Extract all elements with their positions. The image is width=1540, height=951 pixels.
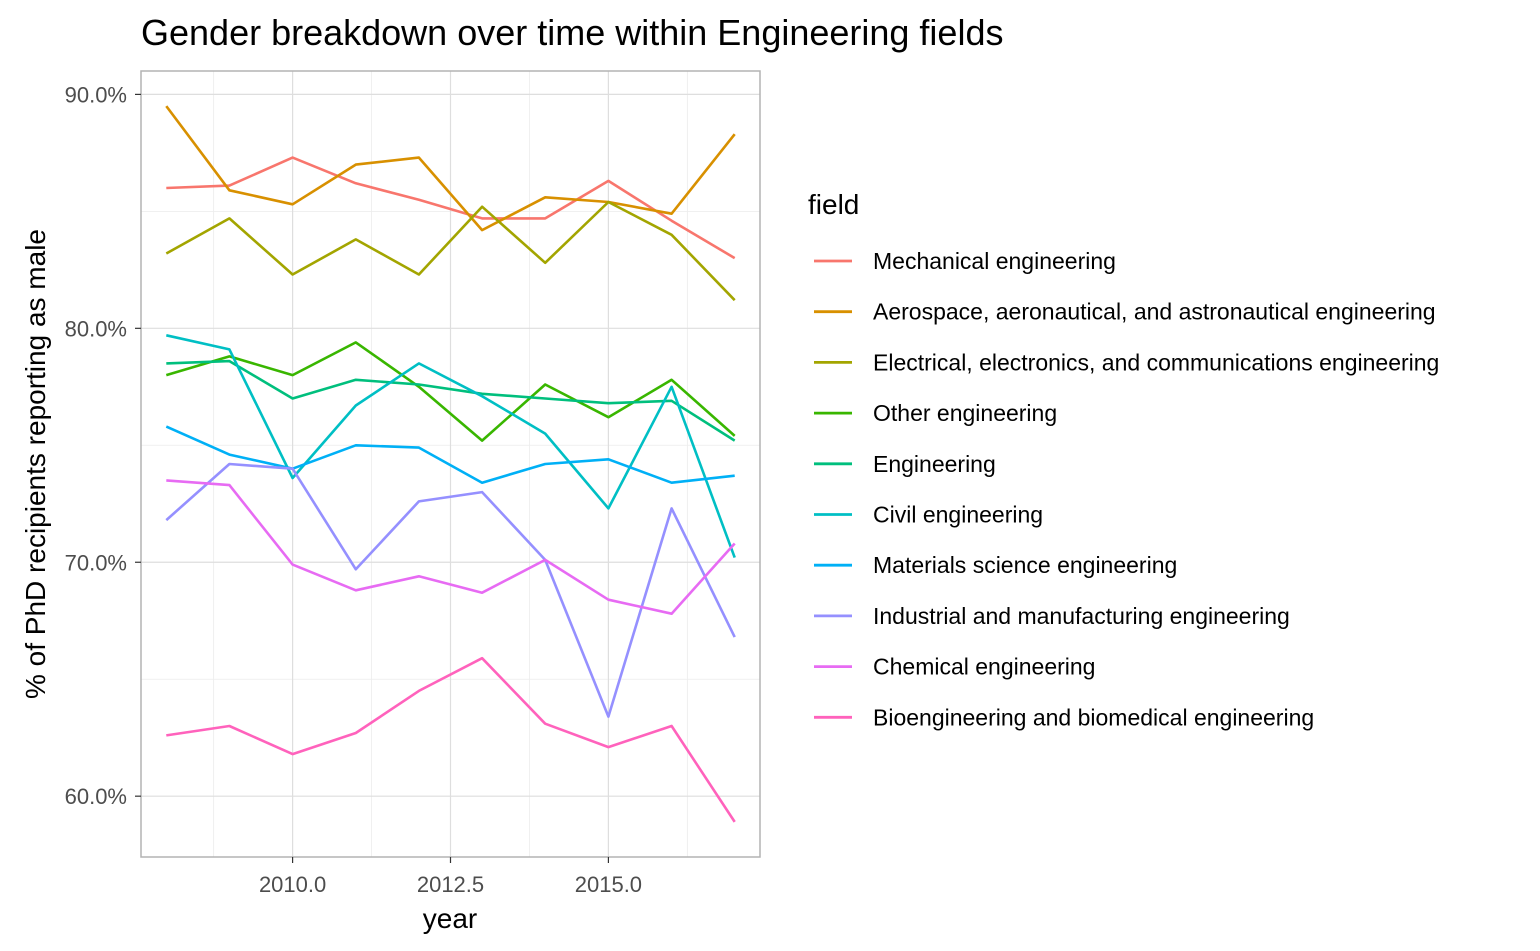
y-tick-label: 60.0% <box>65 784 127 809</box>
legend-label-electrical-electronics-and-communications-engineering: Electrical, electronics, and communicati… <box>873 349 1439 375</box>
y-axis-ticks: 60.0% 70.0% 80.0% 90.0% <box>65 82 141 809</box>
legend-label-engineering: Engineering <box>873 451 996 477</box>
series-line-engineering <box>166 359 736 442</box>
y-tick-label: 80.0% <box>65 316 127 341</box>
legend: field Mechanical engineering Aerospace, a… <box>808 189 1439 730</box>
series-line-materials-science-engineering <box>165 425 735 485</box>
series-line-bioengineering-and-biomedical-engineering <box>166 656 736 823</box>
legend-label-mechanical-engineering: Mechanical engineering <box>873 248 1116 274</box>
legend-label-civil-engineering: Civil engineering <box>873 502 1043 528</box>
x-axis-ticks: 2010.0 2012.5 2015.0 <box>259 857 642 897</box>
legend-label-industrial-and-manufacturing-engineering: Industrial and manufacturing engineering <box>873 603 1290 629</box>
series-line-chemical-engineering <box>166 479 736 616</box>
series-line-aerospace-aeronautical-and-astronautical-engineering <box>165 105 736 232</box>
x-axis-title: year <box>423 903 477 934</box>
series-line-mechanical-engineering <box>166 156 736 260</box>
series-line-other-engineering <box>165 341 736 442</box>
chart-title: Gender breakdown over time within Engine… <box>141 12 1003 53</box>
series-lines <box>165 105 736 823</box>
legend-label-aerospace-aeronautical-and-astronautical-engineering: Aerospace, aeronautical, and astronautic… <box>873 299 1436 325</box>
y-tick-label: 70.0% <box>65 550 127 575</box>
x-tick-label: 2012.5 <box>417 872 484 897</box>
legend-label-other-engineering: Other engineering <box>873 400 1057 426</box>
legend-items: Mechanical engineering Aerospace, aeronau… <box>814 248 1439 730</box>
legend-label-chemical-engineering: Chemical engineering <box>873 654 1095 680</box>
series-line-industrial-and-manufacturing-engineering <box>165 462 736 718</box>
legend-title: field <box>808 189 859 220</box>
x-tick-label: 2015.0 <box>575 872 642 897</box>
series-line-civil-engineering <box>166 334 736 559</box>
x-tick-label: 2010.0 <box>259 872 326 897</box>
y-tick-label: 90.0% <box>65 82 127 107</box>
series-line-electrical-electronics-and-communications-engineering <box>165 200 736 302</box>
y-axis-title: % of PhD recipients reporting as male <box>20 229 51 699</box>
legend-label-bioengineering-and-biomedical-engineering: Bioengineering and biomedical engineerin… <box>873 704 1314 730</box>
legend-label-materials-science-engineering: Materials science engineering <box>873 552 1177 578</box>
